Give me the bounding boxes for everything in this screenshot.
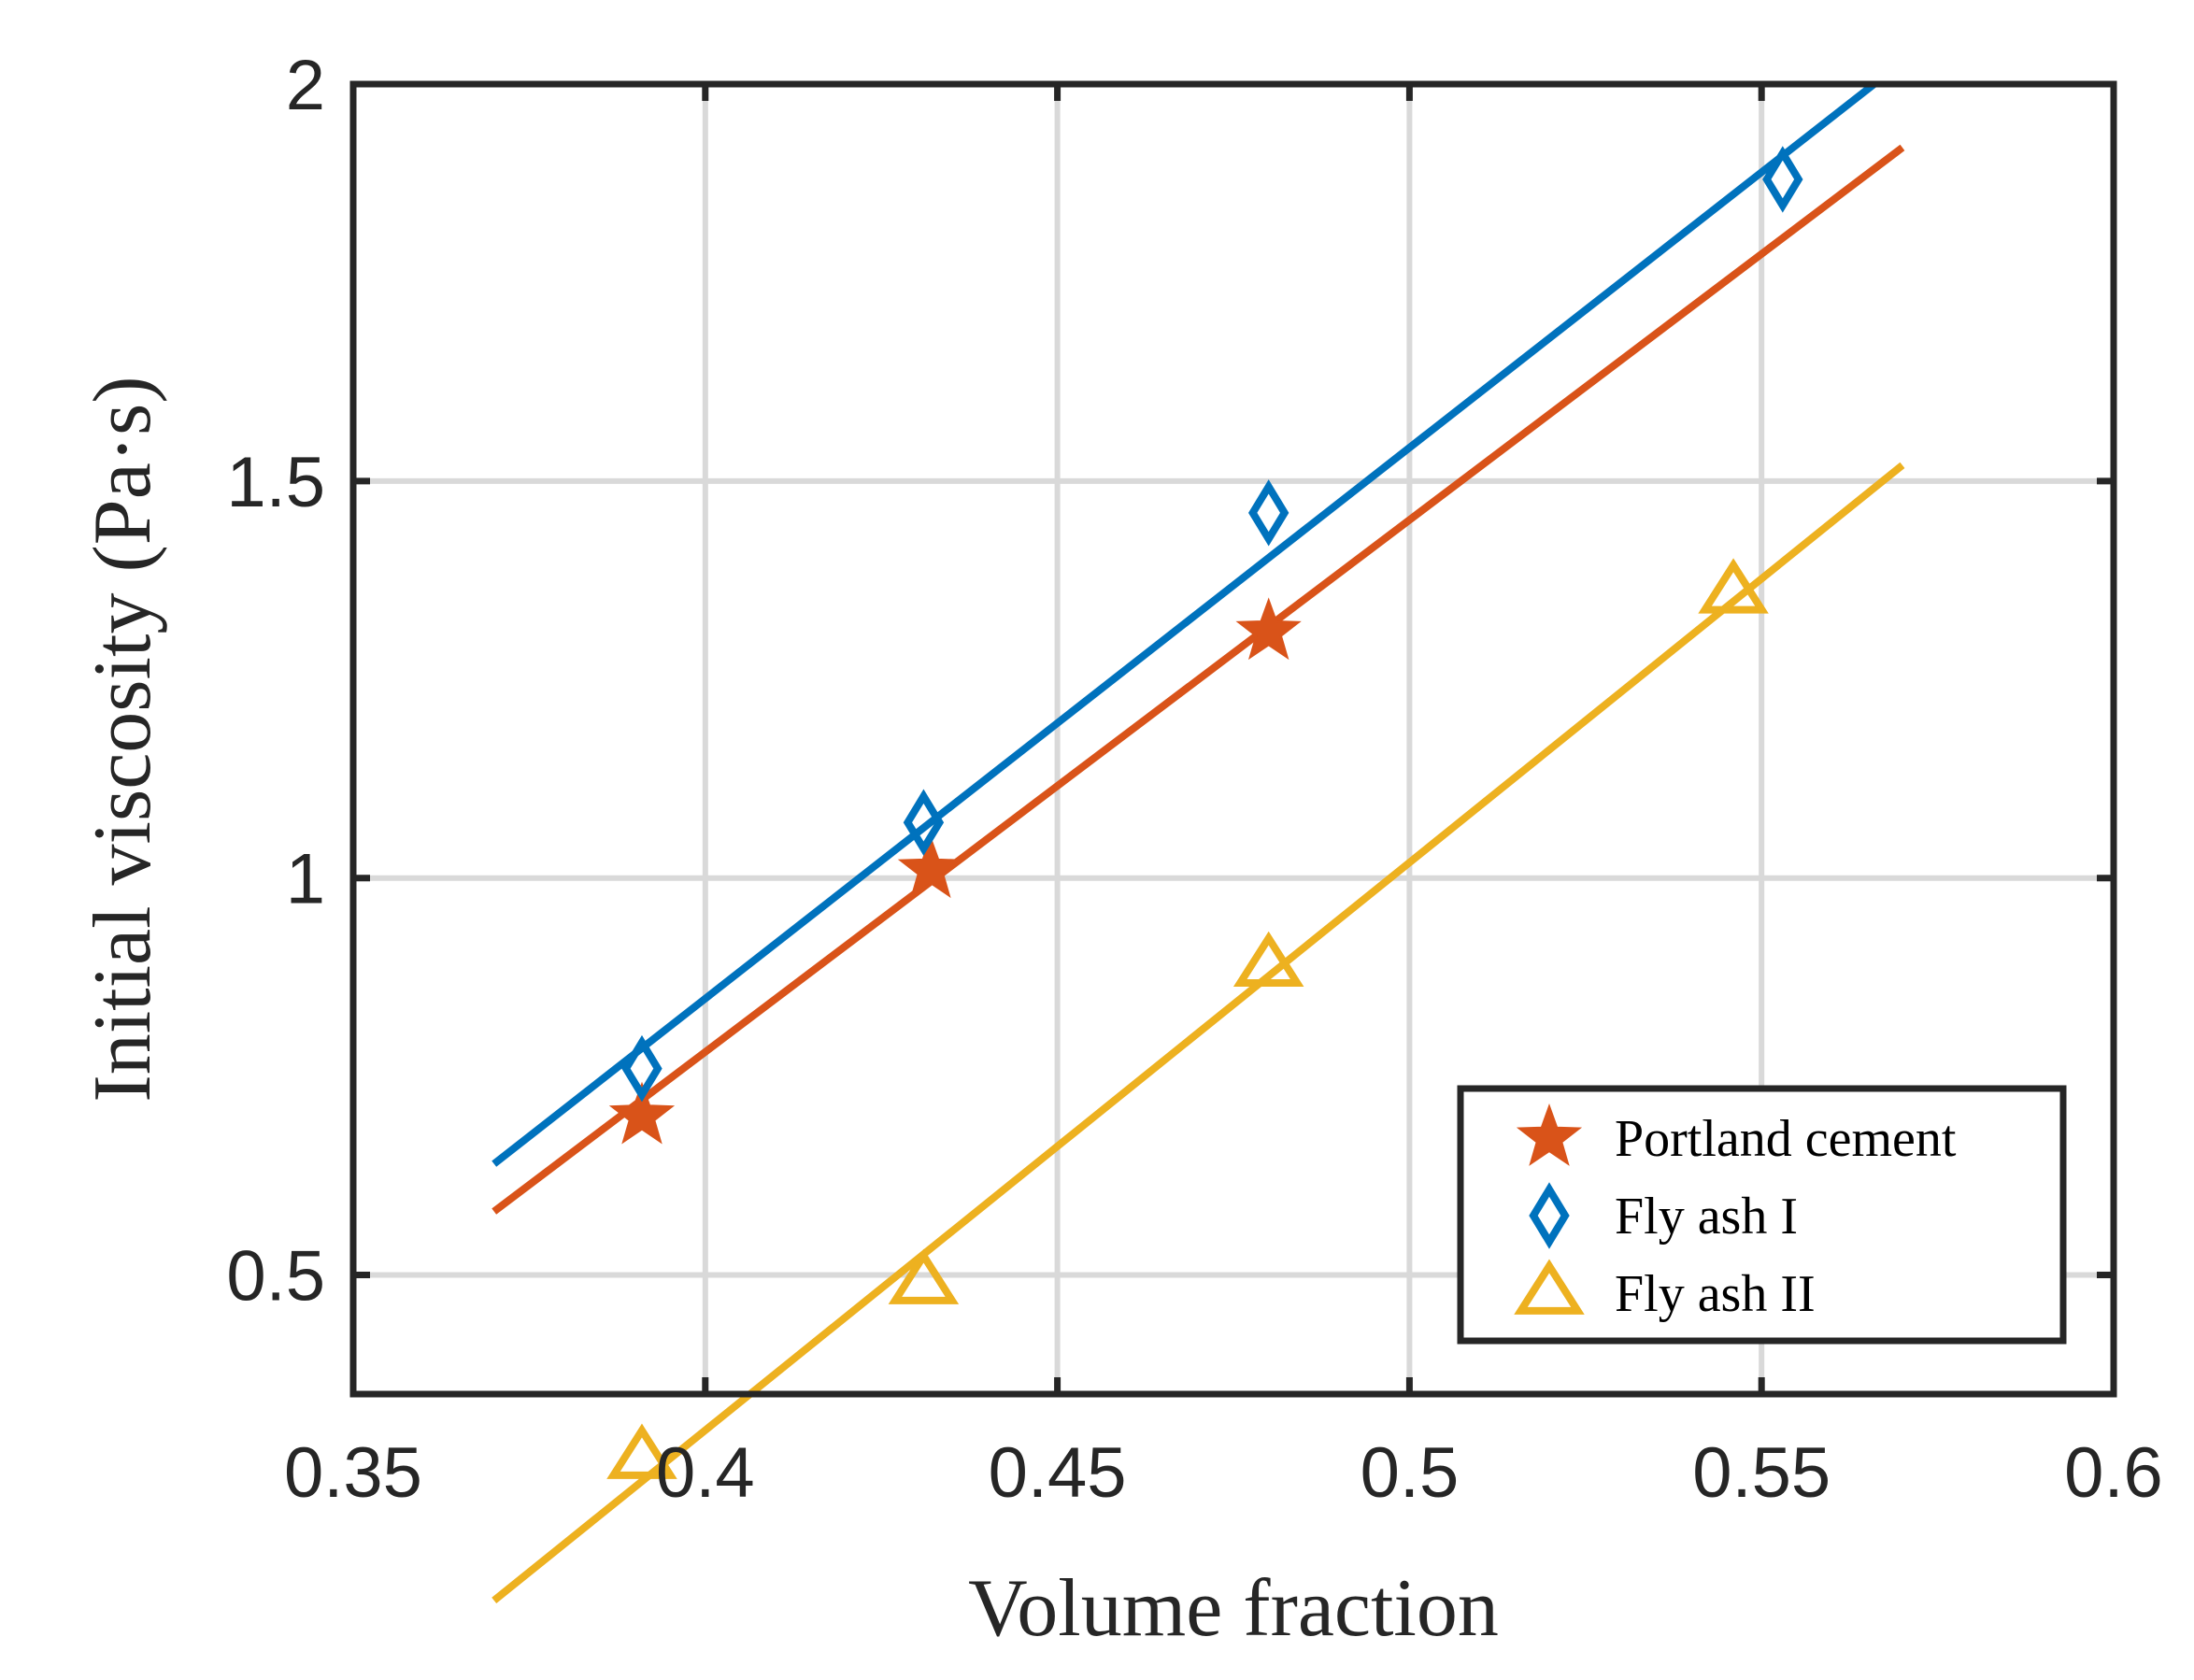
y-tick-label: 1.5 [226, 443, 325, 522]
data-point-fly-ash-i [621, 1034, 662, 1103]
data-point-fly-ash-ii [888, 1248, 960, 1304]
data-point-fly-ash-i [903, 789, 945, 856]
x-tick-label: 0.35 [284, 1433, 422, 1513]
x-tick-label: 0.6 [2064, 1433, 2163, 1513]
x-axis-label: Volume fraction [968, 1563, 1499, 1654]
data-point-fly-ash-i [1248, 479, 1289, 547]
y-axis-label: Initial viscosity (Pa·s) [78, 376, 168, 1102]
legend-label-portland-cement: Portland cement [1615, 1110, 1957, 1168]
x-tick-label: 0.4 [656, 1433, 755, 1513]
y-tick-label: 2 [286, 46, 325, 125]
y-tick-label: 1 [286, 840, 325, 919]
legend-marker-fly-ash-i [1529, 1182, 1570, 1249]
grid [353, 84, 2114, 1394]
data-point-portland-cement [608, 1081, 676, 1145]
data-point-fly-ash-ii [1698, 558, 1769, 614]
ticks: 0.35 0.4 0.45 0.5 0.55 0.6 0.5 1 1.5 2 [226, 46, 2162, 1513]
data-point-fly-ash-i [1762, 146, 1803, 213]
fit-lines [492, 80, 1905, 1604]
axes-box [349, 80, 2117, 1398]
data-point-fly-ash-ii [1232, 931, 1304, 988]
y-tick-label: 0.5 [226, 1237, 325, 1317]
legend-marker-fly-ash-ii [1514, 1259, 1585, 1315]
x-tick-label: 0.5 [1361, 1433, 1460, 1513]
data-point-fly-ash-ii [606, 1423, 677, 1479]
data-markers [606, 146, 1803, 1479]
fit-line-fly-ash-i [492, 80, 1877, 1167]
x-tick-label: 0.45 [989, 1433, 1127, 1513]
fit-line-fly-ash-ii [492, 462, 1905, 1604]
data-point-portland-cement [897, 835, 964, 899]
legend-marker-portland-cement [1516, 1103, 1583, 1166]
legend: Portland cement Fly ash I Fly ash II [1457, 1085, 2067, 1345]
data-point-portland-cement [1235, 597, 1302, 661]
fit-line-portland-cement [492, 144, 1905, 1215]
x-tick-label: 0.55 [1692, 1433, 1831, 1513]
legend-label-fly-ash-ii: Fly ash II [1615, 1265, 1816, 1323]
legend-label-fly-ash-i: Fly ash I [1615, 1188, 1798, 1246]
